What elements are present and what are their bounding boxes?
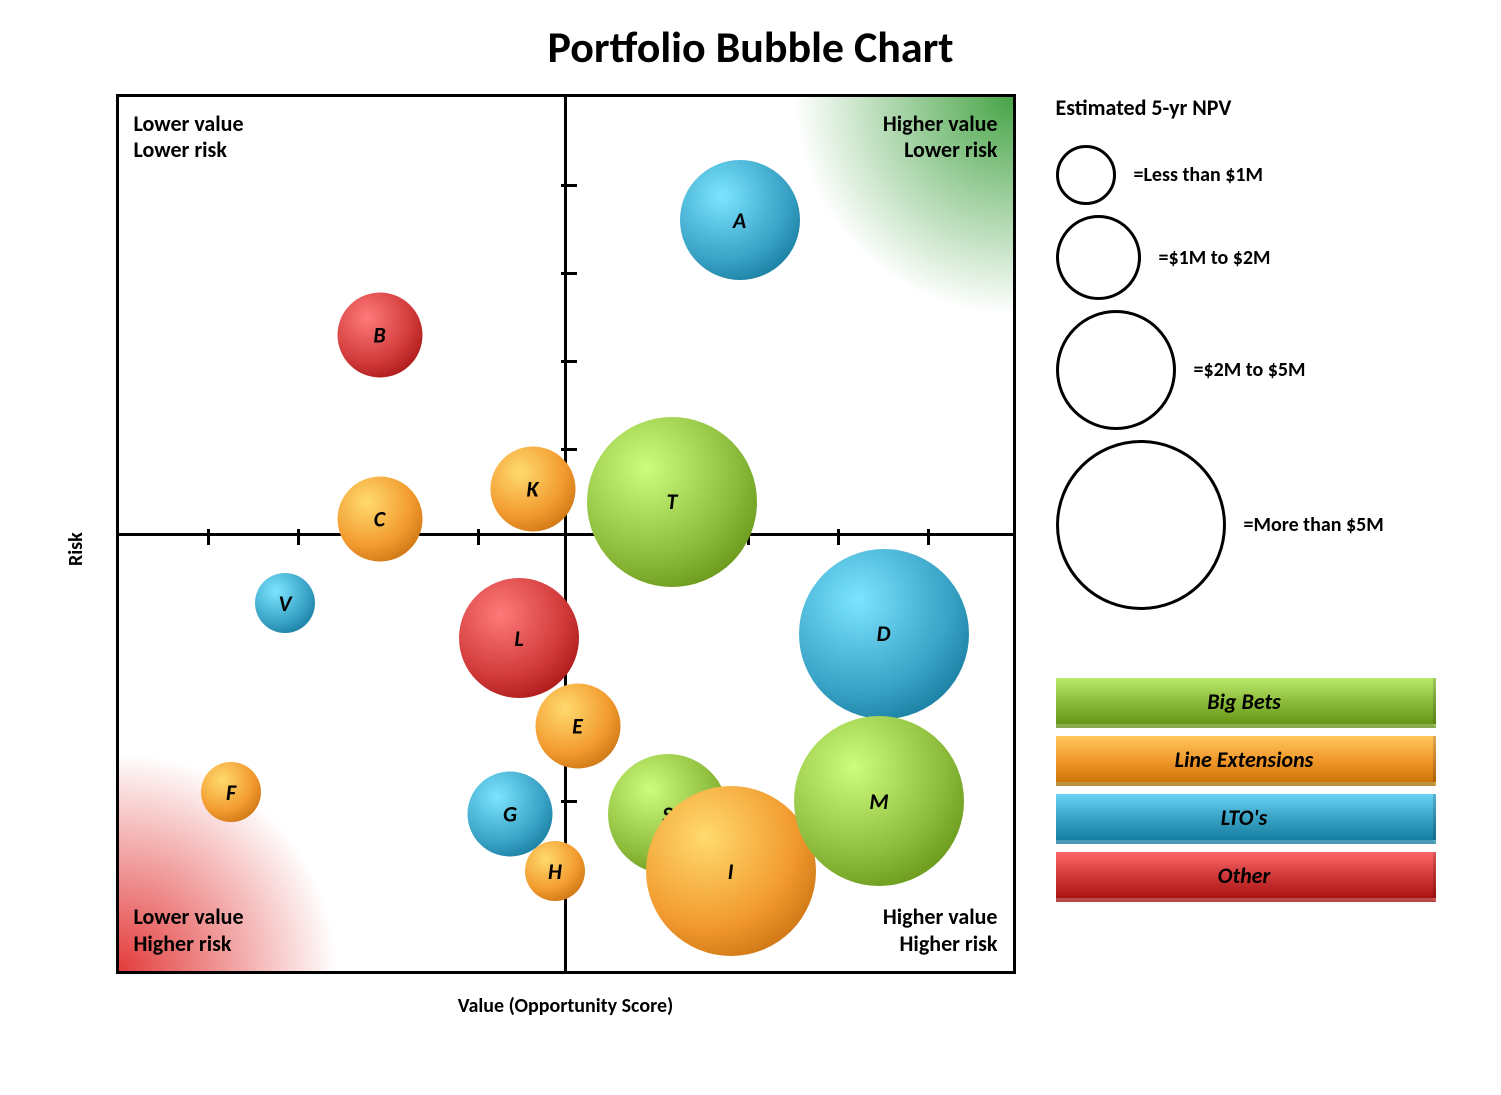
- size-legend-label: =More than $5M: [1244, 513, 1384, 537]
- chart-title: Portfolio Bubble Chart: [548, 20, 954, 74]
- axis-tick-x: [477, 529, 480, 545]
- size-legend-label: =$2M to $5M: [1194, 358, 1306, 382]
- axis-tick-x: [207, 529, 210, 545]
- bubble-g: G: [468, 772, 553, 857]
- size-legend-circle: [1056, 215, 1141, 300]
- quadrant-label-br: Higher value Higher risk: [883, 904, 998, 957]
- axis-tick-y: [561, 448, 577, 451]
- size-legend-item: =$2M to $5M: [1056, 310, 1436, 430]
- size-legend-item: =Less than $1M: [1056, 145, 1436, 205]
- chart-container: Portfolio Bubble Chart Risk Lower value …: [20, 20, 1481, 1018]
- size-legend-circle: [1056, 145, 1116, 205]
- size-legend: =Less than $1M =$1M to $2M =$2M to $5M =Mor…: [1056, 145, 1436, 620]
- chart-plot-area: Lower value Lower risk Higher value Lower…: [116, 94, 1016, 974]
- main-row: Risk Lower value Lower risk Higher value …: [66, 94, 1436, 1018]
- axis-tick-y: [561, 800, 577, 803]
- size-legend-item: =$1M to $2M: [1056, 215, 1436, 300]
- bubble-d: D: [799, 549, 969, 719]
- size-legend-circle: [1056, 310, 1176, 430]
- quadrant-label-tr: Higher value Lower risk: [883, 111, 998, 164]
- size-legend-item: =More than $5M: [1056, 440, 1436, 610]
- bubble-v: V: [255, 573, 315, 633]
- size-legend-label: =Less than $1M: [1134, 163, 1264, 187]
- axis-tick-y: [561, 360, 577, 363]
- bubble-k: K: [490, 446, 575, 531]
- legend-column: Estimated 5-yr NPV =Less than $1M =$1M to…: [1056, 94, 1436, 902]
- bubble-c: C: [337, 477, 422, 562]
- bubble-i: I: [646, 786, 816, 956]
- axis-tick-x: [837, 529, 840, 545]
- quadrant-label-tl: Lower value Lower risk: [134, 111, 244, 164]
- color-legend: Big Bets Line Extensions LTO's Other: [1056, 678, 1436, 902]
- axis-horizontal: [119, 533, 1013, 536]
- chart-wrap: Risk Lower value Lower risk Higher value …: [66, 94, 1016, 1018]
- axis-tick-x: [927, 529, 930, 545]
- bubble-b: B: [337, 292, 422, 377]
- chart-column: Lower value Lower risk Higher value Lower…: [116, 94, 1016, 1018]
- bubble-m: M: [794, 716, 964, 886]
- axis-tick-x: [297, 529, 300, 545]
- size-legend-title: Estimated 5-yr NPV: [1056, 94, 1436, 121]
- color-legend-item-big_bets: Big Bets: [1056, 678, 1436, 728]
- bubble-l: L: [459, 578, 579, 698]
- y-axis-label: Risk: [64, 546, 88, 566]
- bubble-e: E: [535, 684, 620, 769]
- bubble-a: A: [680, 160, 800, 280]
- axis-tick-y: [561, 272, 577, 275]
- color-legend-item-ltos: LTO's: [1056, 794, 1436, 844]
- bubble-h: H: [525, 841, 585, 901]
- color-legend-item-other: Other: [1056, 852, 1436, 902]
- x-axis-label: Value (Opportunity Score): [116, 994, 1016, 1018]
- quadrant-label-bl: Lower value Higher risk: [134, 904, 244, 957]
- axis-tick-y: [561, 184, 577, 187]
- color-legend-item-line_ext: Line Extensions: [1056, 736, 1436, 786]
- bubble-t: T: [587, 417, 757, 587]
- size-legend-circle: [1056, 440, 1226, 610]
- bubble-f: F: [201, 762, 261, 822]
- size-legend-label: =$1M to $2M: [1159, 246, 1271, 270]
